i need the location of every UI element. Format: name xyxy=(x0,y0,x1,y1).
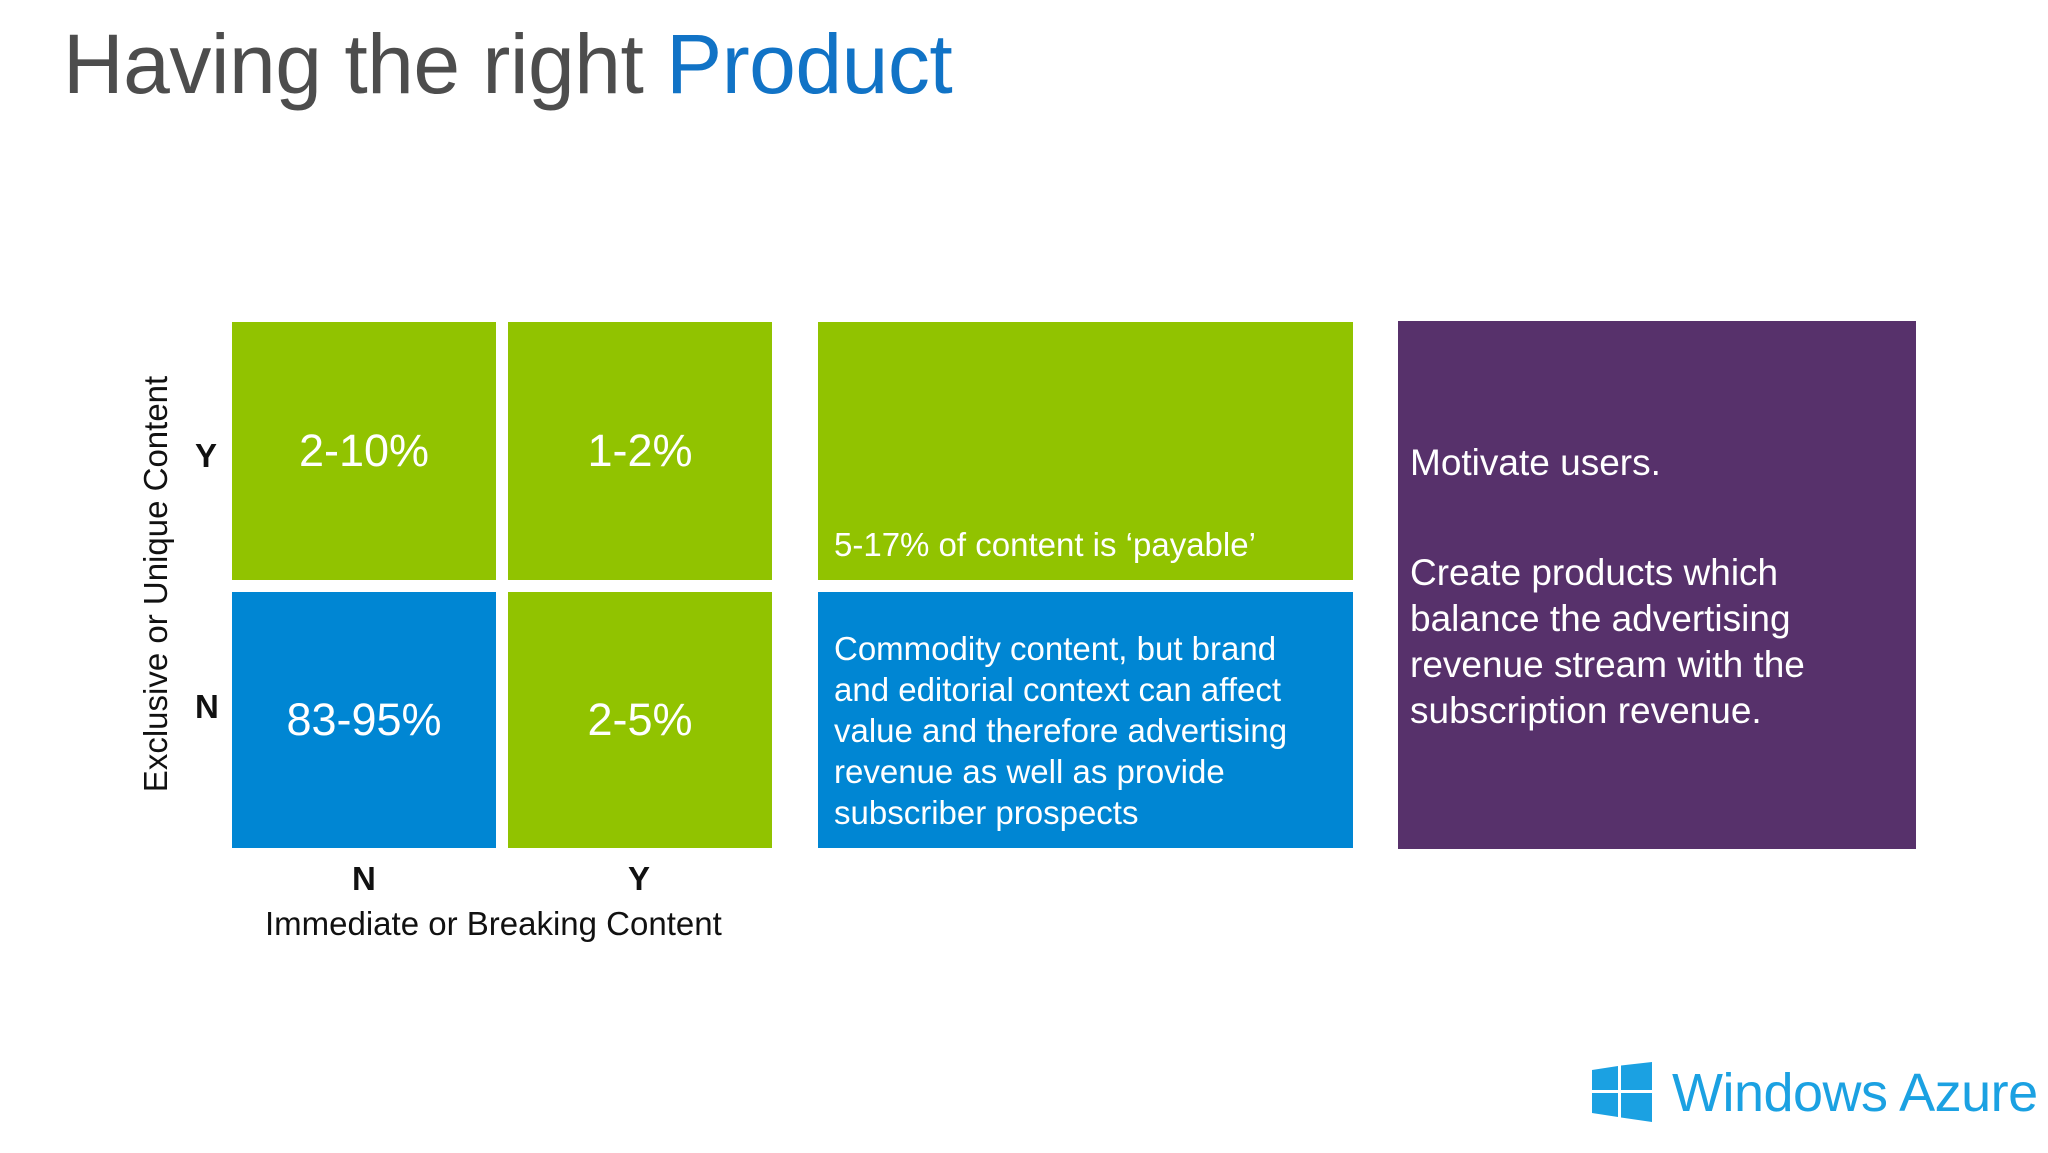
motivate-users-box xyxy=(1398,321,1916,849)
row-label-y: Y xyxy=(195,437,218,474)
x-axis-label: Immediate or Breaking Content xyxy=(265,905,722,942)
cell-value: 1-2% xyxy=(587,425,693,476)
text-line: balance the advertising xyxy=(1410,598,1791,639)
text-line: value and therefore advertising xyxy=(834,712,1288,749)
text-line: subscription revenue. xyxy=(1410,690,1762,731)
col-label-y: Y xyxy=(628,860,651,897)
text-line: and editorial context can affect xyxy=(834,671,1282,708)
motivate-users-text: Create products which balance the advert… xyxy=(1410,550,1805,734)
matrix-cell-exclusive-not-immediate: 2-10% xyxy=(232,322,496,580)
y-axis-label: Exclusive or Unique Content xyxy=(137,375,174,793)
motivate-users-heading: Motivate users. xyxy=(1410,442,1661,483)
text-line: subscriber prospects xyxy=(834,794,1139,831)
text-line: Commodity content, but brand xyxy=(834,630,1277,667)
text-line: revenue stream with the xyxy=(1410,644,1805,685)
matrix-cell-exclusive-immediate: 1-2% xyxy=(508,322,772,580)
cell-value: 2-10% xyxy=(298,425,430,476)
windows-logo-icon xyxy=(1592,1062,1652,1122)
title-prefix: Having the right xyxy=(63,17,644,111)
commodity-content-text: Commodity content, but brand and editori… xyxy=(834,628,1287,833)
logo-text: Windows Azure xyxy=(1672,1063,2038,1123)
commodity-content-box: Commodity content, but brand and editori… xyxy=(818,592,1353,848)
matrix-cell-commodity: 83-95% xyxy=(232,592,496,848)
text-line: Create products which xyxy=(1410,552,1779,593)
payable-content-text: 5-17% of content is ‘payable’ xyxy=(834,526,1256,563)
payable-content-box: 5-17% of content is ‘payable’ xyxy=(818,322,1353,580)
col-label-n: N xyxy=(352,860,376,897)
row-label-n: N xyxy=(195,688,219,725)
text-line: revenue as well as provide xyxy=(834,753,1225,790)
cell-value: 83-95% xyxy=(286,694,442,745)
matrix-cell-not-exclusive-immediate: 2-5% xyxy=(508,592,772,848)
cell-value: 2-5% xyxy=(587,694,693,745)
title-accent: Product xyxy=(666,17,953,111)
slide-title: Having the right Product xyxy=(63,14,953,115)
